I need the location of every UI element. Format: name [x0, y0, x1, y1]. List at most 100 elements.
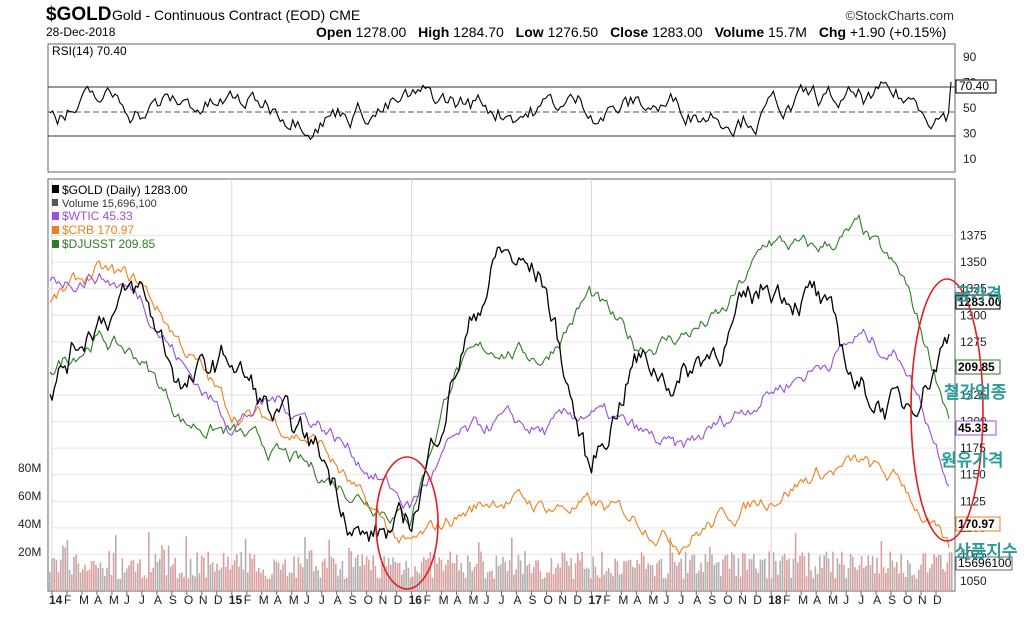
volume-bar: [878, 573, 880, 591]
volume-bar: [748, 558, 751, 591]
volume-bar: [324, 558, 326, 591]
volume-bar: [695, 573, 698, 591]
volume-bar: [775, 561, 777, 591]
volume-bar: [687, 572, 689, 591]
volume-bar: [141, 578, 143, 591]
volume-bar: [354, 557, 357, 591]
volume-bar: [458, 570, 460, 591]
volume-bar: [137, 563, 139, 591]
volume-bar: [621, 573, 623, 591]
volume-bar: [845, 578, 847, 591]
volume-bar: [271, 574, 273, 591]
volume-bar: [418, 573, 421, 591]
time-tick: A: [274, 593, 282, 607]
volume-bar: [394, 561, 396, 591]
volume-bar: [726, 554, 729, 591]
volume-bar: [843, 565, 845, 591]
time-tick: M: [109, 593, 119, 607]
volume-tick: 20M: [18, 545, 41, 559]
volume-bar: [500, 564, 502, 591]
time-tick: M: [79, 593, 89, 607]
volume-bar: [148, 532, 150, 591]
time-tick: J: [843, 593, 849, 607]
volume-bar: [656, 563, 658, 591]
volume-bar: [607, 568, 610, 591]
volume-bar: [335, 563, 337, 591]
rsi-tick: 30: [963, 127, 977, 141]
volume-tick: 60M: [18, 489, 41, 503]
time-tick: F: [603, 593, 610, 607]
volume-bars: [49, 532, 953, 591]
volume-bar: [288, 572, 291, 591]
volume-bar: [376, 577, 379, 591]
price-tick: 1300: [960, 308, 987, 322]
volume-bar: [262, 569, 264, 591]
crb-badge: 170.97: [958, 517, 995, 531]
volume-bar: [935, 556, 938, 591]
volume-bar: [823, 555, 825, 591]
volume-bar: [902, 572, 905, 591]
volume-bar: [819, 555, 821, 591]
volume-bar: [310, 549, 313, 591]
volume-bar: [627, 560, 630, 591]
volume-bar: [588, 568, 590, 591]
time-tick: S: [169, 593, 177, 607]
volume-bar: [365, 556, 368, 591]
volume-bar: [423, 557, 425, 591]
quote-chg-value: +1.90 (+0.15%): [849, 24, 947, 40]
volume-bar: [522, 573, 524, 591]
volume-bar: [706, 561, 709, 591]
time-tick: F: [64, 593, 71, 607]
volume-bar: [469, 561, 471, 591]
volume-bar: [603, 574, 605, 591]
volume-bar: [720, 575, 722, 591]
volume-bar: [885, 573, 887, 591]
volume-bar: [896, 561, 898, 591]
time-tick: 17: [588, 593, 602, 607]
legend-volume: Volume 15,696,100: [62, 198, 157, 210]
volume-bar: [834, 577, 836, 591]
volume-bar: [297, 556, 300, 591]
volume-bar: [746, 569, 748, 591]
volume-bar: [869, 565, 872, 591]
volume-bar: [134, 571, 137, 591]
volume-bar: [673, 561, 676, 591]
volume-bar: [805, 576, 808, 591]
volume-bar: [337, 575, 339, 591]
volume-bar: [858, 565, 861, 591]
volume-bar: [222, 553, 225, 591]
volume-bar: [781, 556, 784, 591]
time-tick: O: [723, 593, 732, 607]
volume-bar: [515, 569, 517, 591]
volume-bar: [460, 563, 462, 591]
volume-bar: [115, 535, 117, 591]
volume-bar: [308, 551, 311, 591]
volume-bar: [506, 570, 509, 591]
volume-bar: [920, 564, 922, 591]
rsi-axis: 9070503010: [963, 50, 977, 166]
brand-credit[interactable]: ©StockCharts.com: [845, 8, 954, 23]
price-tick: 1175: [960, 441, 986, 455]
volume-bar: [203, 557, 205, 591]
volume-bar: [882, 567, 885, 591]
volume-bar: [860, 556, 863, 591]
volume-bar: [537, 560, 539, 591]
volume-bar: [480, 551, 482, 591]
volume-bar: [759, 559, 762, 591]
annotation-circle-2016: [375, 456, 439, 590]
volume-bar: [55, 559, 58, 591]
volume-bar: [121, 558, 124, 591]
volume-bar: [724, 555, 726, 591]
volume-bar: [702, 572, 704, 591]
volume-bar: [539, 571, 542, 591]
volume-bar: [865, 565, 867, 591]
volume-bar: [757, 572, 759, 591]
quote-open-label: Open: [316, 24, 352, 40]
volume-bar: [328, 539, 330, 591]
volume-bar: [709, 546, 711, 591]
volume-bar: [216, 563, 218, 591]
quote-close-label: Close: [610, 24, 649, 40]
volume-bar: [99, 562, 102, 591]
volume-bar: [363, 565, 366, 591]
